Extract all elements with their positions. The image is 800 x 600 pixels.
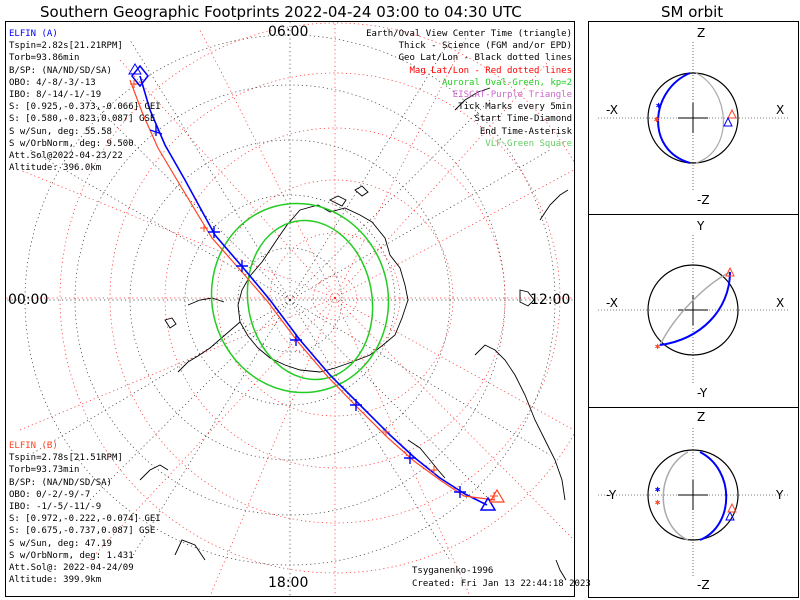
svg-text:✱: ✱ [655,342,661,352]
time-label-top: 06:00 [268,24,309,40]
sm-orbit-panel-1: ✱ ✱ [598,42,790,192]
info-line: B/SP: (NA/ND/SD/SA) [9,65,112,76]
info-line: OBO: 4/-8/-3/-13 [9,77,96,88]
elfin-b-track [129,79,496,501]
info-line: Altitude: 396.0km [9,163,102,174]
sm3-bottom-label: -Z [697,578,710,592]
legend-line: Auroral Oval-Green, kp=2 [441,77,572,88]
legend: Earth/Oval View Center Time (triangle) T… [366,28,572,150]
info-line: Torb=93.86min [9,53,80,64]
legend-line: Earth/Oval View Center Time (triangle) [366,29,572,39]
sm-orbit-panel-3: ✱ ✱ [598,428,790,578]
sm-orbit-panel-2: ✱ [598,235,790,385]
page-title: Southern Geographic Footprints 2022-04-2… [40,3,522,21]
map-frame [5,21,575,597]
sm-orbit-title: SM orbit [661,3,724,21]
sm2-top-label: Y [697,219,705,233]
sm3-left-label: -Y [606,488,617,502]
svg-text:✱: ✱ [655,485,661,495]
info-line: S: [0.580,-0.823,0.087] GSE [9,114,156,125]
elfin-a-name: ELFIN (A) [9,29,58,39]
legend-line: Thick - Science (FGM and/or EPD) [398,41,572,52]
sm-panel-frame [588,407,799,598]
legend-line: Geo Lat/Lon - Black dotted lines [398,53,572,64]
sm1-right-label: X [776,103,785,117]
info-line: Torb=93.73min [9,465,80,476]
legend-line: Start Time-Diamond [474,114,572,125]
info-line: S w/Sun, deg: 55.58 [9,126,112,137]
info-line: IBO: 8/-14/-1/-19 [9,90,102,101]
auroral-oval [210,202,390,394]
end-triangle-icon [479,496,497,511]
legend-line: EISCAT-Purple Triangle [452,90,572,101]
info-line: S w/OrbNorm, deg: 1.431 [9,550,134,561]
sm2-left-label: -X [606,296,618,310]
info-line: S: [0.675,-0.737,0.087] GSE [9,526,156,537]
legend-line: Tick Marks every 5min [458,102,572,113]
sm3-top-label: Z [697,410,706,424]
info-line: S w/Sun, deg: 47.19 [9,538,112,549]
sm1-left-label: -X [606,103,618,117]
svg-text:✱: ✱ [654,115,660,125]
svg-text:✱: ✱ [655,498,661,508]
elfin-b-name: ELFIN (B) [9,441,58,451]
sm1-bottom-label: -Z [697,193,710,207]
sm2-right-label: X [776,296,785,310]
sm1-top-label: Z [697,26,706,40]
coastlines [139,87,569,581]
tick-marks [149,124,466,498]
legend-line: VLF-Green Square [485,138,572,149]
time-label-right: 12:00 [530,292,571,308]
sm3-right-label: Y [776,488,784,502]
info-line: S w/OrbNorm, deg: 9.500 [9,138,134,149]
view-center-triangle-icon [128,63,142,75]
time-label-bottom: 18:00 [268,575,309,591]
elfin-a-info: ELFIN (A) Tspin=2.82s[21.21RPM] Torb=93.… [9,28,161,174]
info-line: OBO: 0/-2/-9/-7 [9,489,91,500]
svg-text:✱: ✱ [656,101,662,111]
info-line: Altitude: 399.9km [9,575,102,586]
info-line: S: [0.972,-0.222,-0.074] GEI [9,514,161,525]
info-line: Att.Sol@2022-04-23/22 [9,151,123,162]
geo-grid [6,22,574,596]
sm2-bottom-label: -Y [697,386,708,400]
info-line: Att.Sol@: 2022-04-24/09 [9,563,134,574]
elfin-b-info: ELFIN (B) Tspin=2.78s[21.51RPM] Torb=93.… [9,440,161,586]
mag-grid [6,22,574,596]
end-triangle-b-icon [488,488,506,503]
created-label: Created: Fri Jan 13 22:44:18 2023 [412,579,591,589]
info-line: S: [0.925,-0.373,-0.066] GEI [9,102,161,113]
info-line: Tspin=2.78s[21.51RPM] [9,453,123,464]
info-line: Tspin=2.82s[21.21RPM] [9,41,123,52]
start-diamond-icon [131,64,149,88]
time-label-left: 00:00 [8,292,49,308]
info-line: IBO: -1/-5/-11/-9 [9,502,102,513]
legend-line: End Time-Asterisk [479,126,572,137]
info-line: B/SP: (NA/ND/SD/SA) [9,477,112,488]
model-label: Tsyganenko-1996 [412,566,494,576]
legend-line: Mag Lat/Lon - Red dotted lines [409,65,572,76]
